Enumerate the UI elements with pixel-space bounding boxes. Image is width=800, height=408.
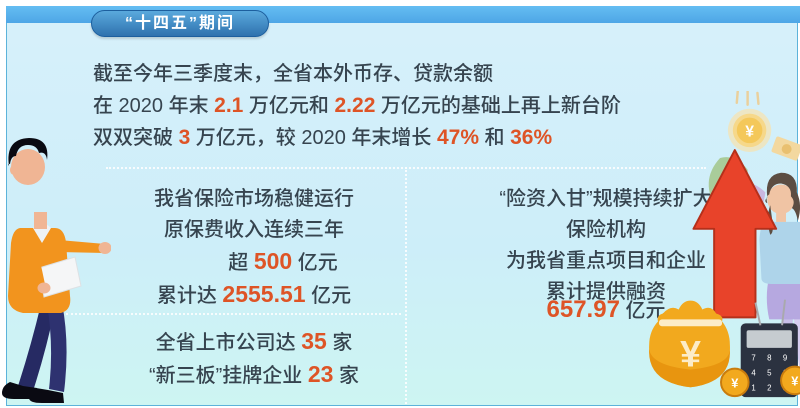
svg-text:¥: ¥ [791,373,799,388]
svg-text:¥: ¥ [680,333,701,375]
svg-text:9: 9 [783,354,787,363]
svg-text:5: 5 [767,368,772,377]
svg-text:¥: ¥ [731,375,739,390]
svg-text:4: 4 [751,368,756,377]
svg-text:8: 8 [767,354,772,363]
svg-text:7: 7 [751,354,755,363]
svg-text:1: 1 [751,383,755,392]
svg-text:¥: ¥ [745,123,754,140]
svg-text:2: 2 [767,383,771,392]
